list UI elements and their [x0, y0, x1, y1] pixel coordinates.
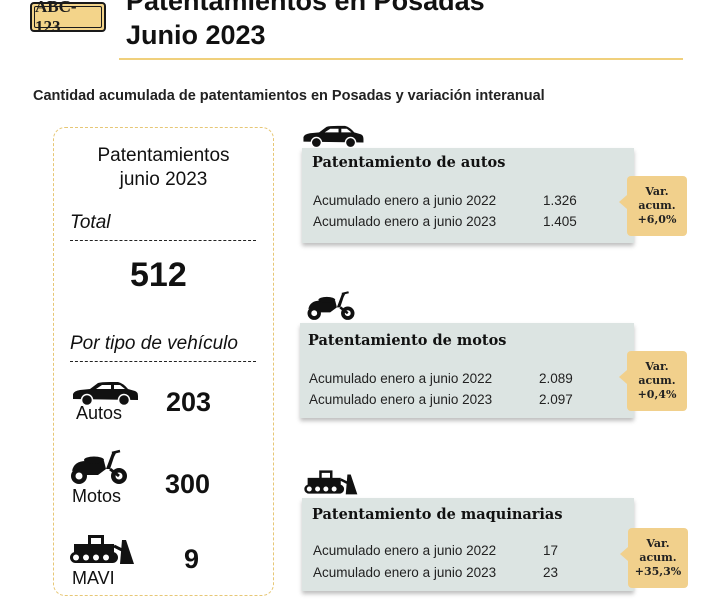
card-autos-title: Patentamiento de autos: [312, 154, 506, 171]
badge-autos-line1: Var.: [645, 185, 669, 198]
badge-maquinarias-line2: acum.: [639, 551, 677, 564]
car-icon: [303, 125, 364, 149]
badge-pointer: [619, 195, 627, 209]
card-autos-row-2023-value: 1.405: [543, 214, 577, 229]
total-divider: [70, 240, 256, 241]
card-autos-row-2022-value: 1.326: [543, 193, 577, 208]
badge-autos-line2: acum.: [638, 199, 676, 212]
badge-pointer: [620, 547, 628, 561]
summary-title-line2: junio 2023: [119, 169, 208, 190]
badge-autos: Var. acum. +6,0%: [619, 176, 687, 236]
by-type-label: Por tipo de vehículo: [70, 333, 238, 354]
motorcycle-icon: [307, 291, 355, 320]
card-maquinarias-row-2023-value: 23: [543, 565, 559, 580]
badge-motos-value: +0,4%: [637, 388, 677, 401]
page-title-line1: Patentamientos en Posadas: [126, 0, 485, 16]
page-title-line2: Junio 2023: [126, 20, 266, 50]
mavi-label: MAVI: [72, 568, 115, 588]
card-autos: [302, 148, 634, 243]
badge-maquinarias-value: +35,3%: [634, 565, 682, 578]
summary-title-line1: Patentamientos: [97, 145, 230, 166]
badge-maquinarias-line1: Var.: [646, 537, 670, 550]
badge-maquinarias: Var. acum. +35,3%: [620, 528, 688, 588]
bulldozer-icon: [304, 470, 358, 495]
by-type-divider: [70, 361, 256, 362]
page-title: Patentamientos en Posadas Junio 2023: [126, 0, 485, 52]
card-autos-row-2023-label: Acumulado enero a junio 2023: [313, 214, 497, 229]
car-icon: [73, 382, 138, 407]
card-motos-row-2023-label: Acumulado enero a junio 2023: [309, 392, 493, 407]
card-autos-row-2022-label: Acumulado enero a junio 2022: [313, 193, 497, 208]
motos-label: Motos: [72, 486, 122, 506]
summary-title: Patentamientos junio 2023: [53, 144, 274, 192]
card-maquinarias: [302, 498, 634, 591]
card-motos-title: Patentamiento de motos: [308, 332, 507, 349]
card-maquinarias-row-2022-label: Acumulado enero a junio 2022: [313, 543, 497, 558]
motos-value: 300: [165, 469, 211, 499]
subtitle: Cantidad acumulada de patentamientos en …: [33, 88, 545, 104]
motorcycle-icon: [71, 449, 127, 484]
autos-value: 203: [166, 387, 212, 417]
mavi-value: 9: [184, 544, 200, 574]
badge-pointer: [619, 370, 627, 384]
card-maquinarias-row-2022-value: 17: [543, 543, 559, 558]
bulldozer-icon: [70, 535, 134, 564]
card-maquinarias-row-2023-label: Acumulado enero a junio 2023: [313, 565, 497, 580]
badge-autos-value: +6,0%: [637, 213, 677, 226]
card-motos: [300, 323, 634, 418]
card-motos-row-2023-value: 2.097: [539, 392, 573, 407]
plate-text: ABC-123: [34, 0, 102, 36]
badge-motos-line2: acum.: [638, 374, 676, 387]
autos-label: Autos: [76, 403, 123, 423]
total-label: Total: [70, 212, 111, 233]
card-maquinarias-title: Patentamiento de maquinarias: [312, 506, 563, 523]
badge-motos-line1: Var.: [645, 360, 669, 373]
summary-panel: [53, 127, 274, 596]
title-divider: [119, 58, 683, 60]
license-plate-icon: ABC-123: [30, 0, 106, 36]
card-motos-row-2022-label: Acumulado enero a junio 2022: [309, 371, 493, 386]
total-value: 512: [130, 256, 187, 294]
badge-motos: Var. acum. +0,4%: [619, 351, 687, 411]
card-motos-row-2022-value: 2.089: [539, 371, 573, 386]
